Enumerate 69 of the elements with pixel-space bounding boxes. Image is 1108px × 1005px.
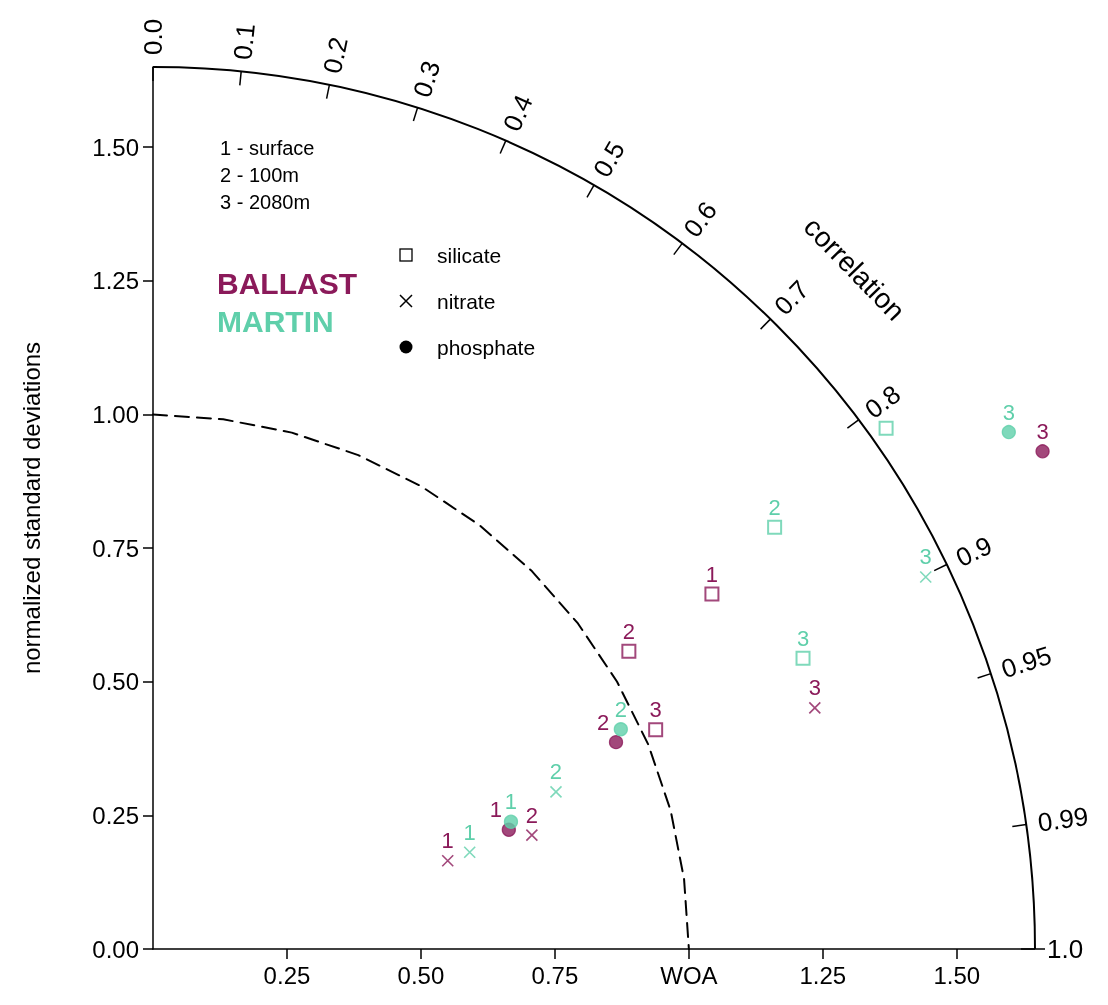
annotation: 0.8 — [859, 378, 907, 425]
point — [441, 854, 455, 868]
y-tick-label: 0.25 — [92, 801, 139, 829]
text: 0.0 — [138, 18, 168, 55]
annotation: 2 — [622, 618, 635, 644]
annotation: nitrate — [437, 289, 496, 313]
annotation: 1 — [504, 789, 518, 815]
point — [795, 650, 811, 666]
x-tick-label: 0.50 — [397, 961, 445, 989]
annotation: 3 - 2080m — [220, 191, 311, 213]
x-tick-label: 1.50 — [933, 961, 981, 989]
annotation: 0.2 — [317, 34, 354, 77]
x-tick-label: 0.25 — [263, 961, 311, 989]
text: BALLAST — [217, 266, 357, 300]
point — [549, 785, 563, 799]
y-tick-label: 0.50 — [92, 668, 139, 696]
point — [621, 643, 637, 659]
annotation: 0.99 — [1035, 800, 1091, 838]
point — [1035, 444, 1050, 459]
y-axis-title: normalized standard deviations — [17, 341, 45, 675]
point — [463, 845, 477, 859]
point — [613, 722, 628, 737]
annotation: 2 - 100m — [220, 164, 299, 186]
annotation: 1 - surface — [220, 137, 315, 159]
annotation: 0.9 — [951, 530, 997, 573]
x-tick-label: WOA — [660, 961, 718, 989]
annotation: 0.95 — [997, 639, 1056, 685]
annotation: 3 — [649, 697, 662, 723]
text: 0.1 — [227, 22, 261, 61]
y-tick-label: 0.00 — [92, 935, 139, 963]
annotation: 3 — [796, 625, 810, 651]
y-tick-label: 1.25 — [92, 267, 139, 295]
y-tick-label: 0.75 — [92, 534, 139, 562]
point — [608, 734, 624, 750]
annotation: 0.6 — [677, 195, 724, 243]
point — [704, 586, 720, 602]
annotation: 3 — [1036, 418, 1049, 444]
annotation: 3 — [808, 675, 821, 701]
annotation: 1 — [489, 797, 502, 823]
annotation: 1 — [441, 828, 454, 854]
point — [648, 722, 664, 738]
point — [808, 701, 822, 715]
annotation: 0.3 — [406, 57, 447, 101]
annotation: 3 — [919, 544, 932, 570]
x-tick-label: 1.25 — [799, 961, 847, 989]
annotation: 1.0 — [1047, 934, 1084, 964]
annotation: 0.5 — [587, 135, 632, 183]
annotation: 1 — [705, 561, 719, 587]
y-tick-label: 1.00 — [92, 400, 139, 428]
text: MARTIN — [217, 304, 334, 338]
point — [919, 570, 933, 584]
annotation: phosphate — [437, 335, 536, 359]
annotation: 2 — [596, 709, 610, 735]
point — [1001, 424, 1016, 440]
annotation: 2 — [549, 759, 563, 785]
annotation: silicate — [437, 243, 502, 267]
annotation: 2 — [525, 802, 538, 828]
annotation: 0.4 — [496, 90, 539, 136]
point — [878, 420, 894, 436]
annotation: 2 — [768, 494, 781, 520]
annotation: 1 — [463, 819, 476, 845]
point — [525, 828, 539, 842]
point — [503, 814, 519, 829]
y-tick-label: 1.50 — [92, 133, 139, 161]
annotation: 3 — [1002, 399, 1015, 425]
point — [767, 519, 783, 535]
annotation: 2 — [614, 696, 627, 722]
annotation: 0.7 — [768, 274, 815, 322]
x-tick-label: 0.75 — [531, 961, 579, 989]
